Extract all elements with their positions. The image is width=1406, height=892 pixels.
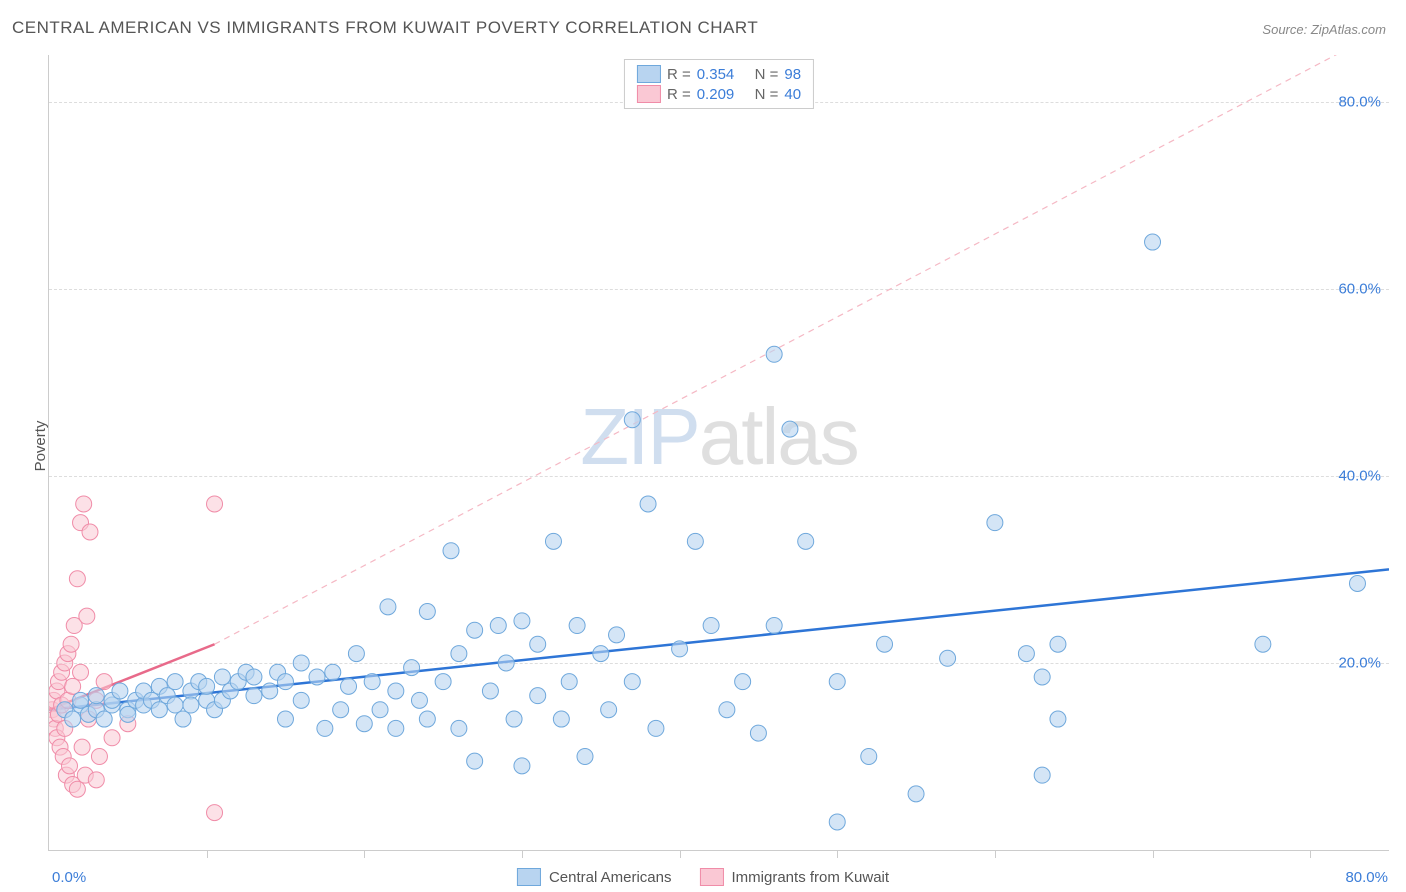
legend-item-1: Central Americans bbox=[517, 868, 672, 886]
r-value-2: 0.209 bbox=[697, 86, 735, 103]
legend-item-2: Immigrants from Kuwait bbox=[700, 868, 890, 886]
r-label: R = bbox=[667, 66, 691, 83]
plot-area: ZIPatlas R = 0.354 N = 98 R = 0.209 N = … bbox=[48, 55, 1389, 851]
source-name: ZipAtlas.com bbox=[1311, 22, 1386, 37]
swatch-series-2-b bbox=[700, 868, 724, 886]
legend-label-1: Central Americans bbox=[549, 869, 672, 886]
swatch-series-1 bbox=[637, 65, 661, 83]
swatch-series-1-b bbox=[517, 868, 541, 886]
n-value-1: 98 bbox=[784, 66, 801, 83]
r-value-1: 0.354 bbox=[697, 66, 735, 83]
n-label: N = bbox=[755, 66, 779, 83]
x-axis-max-label: 80.0% bbox=[1345, 869, 1388, 886]
source-label: Source: bbox=[1262, 22, 1307, 37]
stats-legend: R = 0.354 N = 98 R = 0.209 N = 40 bbox=[624, 59, 814, 109]
x-axis-min-label: 0.0% bbox=[52, 869, 86, 886]
series-legend: Central Americans Immigrants from Kuwait bbox=[509, 868, 897, 886]
source-attribution: Source: ZipAtlas.com bbox=[1262, 22, 1386, 37]
r-label: R = bbox=[667, 86, 691, 103]
n-label: N = bbox=[755, 86, 779, 103]
n-value-2: 40 bbox=[784, 86, 801, 103]
legend-label-2: Immigrants from Kuwait bbox=[732, 869, 890, 886]
chart-title: CENTRAL AMERICAN VS IMMIGRANTS FROM KUWA… bbox=[12, 18, 758, 38]
y-axis-label: Poverty bbox=[32, 421, 49, 472]
swatch-series-2 bbox=[637, 85, 661, 103]
stats-row-1: R = 0.354 N = 98 bbox=[637, 64, 801, 84]
stats-row-2: R = 0.209 N = 40 bbox=[637, 84, 801, 104]
scatter-svg bbox=[49, 55, 1389, 850]
